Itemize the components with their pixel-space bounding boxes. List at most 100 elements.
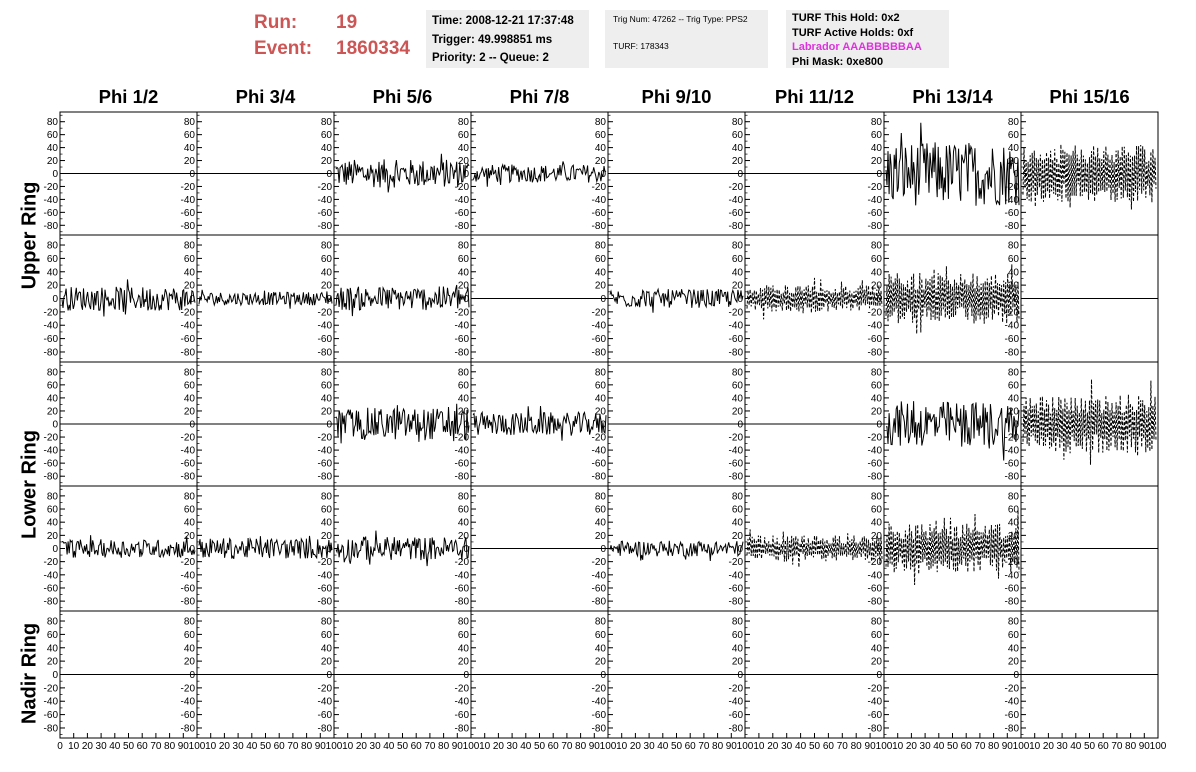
y-tick-label: 80 bbox=[871, 117, 883, 128]
y-tick-label: -60 bbox=[44, 208, 59, 219]
y-tick-label: -60 bbox=[44, 334, 59, 345]
y-tick-label: 40 bbox=[1008, 267, 1020, 278]
phi-header-4: Phi 7/8 bbox=[509, 86, 570, 107]
cell-r4-c2: 80 60 40 20 0 -20 -40 -60 -80 bbox=[181, 485, 335, 612]
y-tick-label: 60 bbox=[184, 380, 196, 391]
y-tick-label: 40 bbox=[47, 518, 59, 529]
y-tick-label: 80 bbox=[1008, 117, 1020, 128]
y-tick-label: 60 bbox=[458, 630, 470, 641]
y-tick-label: 40 bbox=[595, 267, 607, 278]
x-tick-label: 90 bbox=[589, 741, 601, 752]
y-tick-label: 20 bbox=[1008, 406, 1020, 417]
y-tick-label: 40 bbox=[458, 143, 470, 154]
cell-r4-c6: 80 60 40 20 0 -20 -40 -60 -80 bbox=[729, 485, 885, 612]
x-tick-label: 20 bbox=[219, 741, 231, 752]
y-tick-label: 20 bbox=[184, 281, 196, 292]
y-tick-label: 60 bbox=[871, 380, 883, 391]
y-tick-label: -80 bbox=[455, 472, 470, 483]
y-tick-label: 0 bbox=[189, 169, 195, 180]
x-tick-label: 70 bbox=[561, 741, 573, 752]
y-tick-label: -20 bbox=[44, 182, 59, 193]
y-tick-label: -80 bbox=[868, 221, 883, 232]
y-tick-label: -60 bbox=[1005, 583, 1020, 594]
y-tick-label: -80 bbox=[729, 472, 744, 483]
y-tick-label: -20 bbox=[181, 557, 196, 568]
y-tick-label: -80 bbox=[44, 723, 59, 734]
x-tick-label: 80 bbox=[851, 741, 863, 752]
y-tick-label: -40 bbox=[455, 697, 470, 708]
labrador-text: Labrador AAABBBBBAA bbox=[792, 41, 922, 53]
cell-r4-c3: 80 60 40 20 0 -20 -40 -60 -80 bbox=[318, 485, 472, 612]
y-tick-label: 0 bbox=[326, 670, 332, 681]
x-tick-label: 30 bbox=[96, 741, 108, 752]
y-tick-label: 40 bbox=[595, 518, 607, 529]
y-tick-label: -40 bbox=[318, 570, 333, 581]
y-tick-label: -20 bbox=[1005, 182, 1020, 193]
x-tick-label: 50 bbox=[397, 741, 409, 752]
y-tick-label: 60 bbox=[321, 505, 333, 516]
y-tick-label: 80 bbox=[1008, 241, 1020, 252]
y-tick-label: 20 bbox=[184, 657, 196, 668]
y-tick-label: -40 bbox=[44, 446, 59, 457]
y-tick-label: 40 bbox=[184, 518, 196, 529]
y-tick-label: 40 bbox=[732, 267, 744, 278]
y-tick-label: 40 bbox=[321, 143, 333, 154]
y-tick-label: -60 bbox=[181, 334, 196, 345]
y-tick-label: 80 bbox=[321, 367, 333, 378]
y-tick-label: -60 bbox=[181, 459, 196, 470]
x-tick-label: 20 bbox=[906, 741, 918, 752]
x-tick-label: 10 bbox=[616, 741, 628, 752]
y-tick-label: 40 bbox=[732, 518, 744, 529]
y-tick-label: -80 bbox=[868, 723, 883, 734]
y-tick-label: -20 bbox=[729, 307, 744, 318]
phi-header-8: Phi 15/16 bbox=[1049, 86, 1130, 107]
waveform-line bbox=[335, 284, 470, 317]
x-tick-label: 100 bbox=[876, 741, 893, 752]
y-tick-label: 20 bbox=[732, 406, 744, 417]
x-tick-label: 70 bbox=[287, 741, 299, 752]
y-tick-label: 80 bbox=[47, 491, 59, 502]
x-tick-label: 40 bbox=[657, 741, 669, 752]
y-tick-label: 20 bbox=[458, 281, 470, 292]
y-tick-label: 0 bbox=[189, 670, 195, 681]
y-tick-label: -80 bbox=[592, 347, 607, 358]
y-tick-label: 20 bbox=[871, 531, 883, 542]
y-tick-label: 20 bbox=[47, 156, 59, 167]
y-tick-label: 0 bbox=[876, 169, 882, 180]
y-tick-label: 60 bbox=[321, 380, 333, 391]
x-tick-label: 80 bbox=[575, 741, 587, 752]
phi-header-3: Phi 5/6 bbox=[372, 86, 433, 107]
cell-r2-c1: 80 60 40 20 0 -20 -40 -60 -80 bbox=[44, 234, 198, 363]
y-tick-label: -40 bbox=[868, 570, 883, 581]
y-tick-label: -20 bbox=[181, 683, 196, 694]
trig-panel: Trig Num: 47262 -- Trig Type: PPS2 TURF:… bbox=[605, 10, 768, 68]
y-tick-label: 80 bbox=[321, 617, 333, 628]
cell-r2-c7: 80 60 40 20 0 -20 -40 -60 -80 bbox=[868, 234, 1022, 363]
y-tick-label: -80 bbox=[729, 221, 744, 232]
cell-r1-c7: 80 60 40 20 0 -20 -40 -60 -80 bbox=[868, 111, 1022, 236]
waveform-line bbox=[886, 401, 1020, 461]
y-tick-label: 20 bbox=[458, 531, 470, 542]
cell-r3-c1: 80 60 40 20 0 -20 -40 -60 -80 bbox=[44, 361, 198, 487]
run-value: 19 bbox=[336, 12, 358, 33]
y-tick-label: -20 bbox=[44, 433, 59, 444]
y-tick-label: -20 bbox=[318, 683, 333, 694]
y-tick-label: 40 bbox=[47, 143, 59, 154]
y-tick-label: -80 bbox=[1005, 597, 1020, 608]
y-tick-label: 40 bbox=[321, 518, 333, 529]
y-tick-label: 0 bbox=[1013, 294, 1019, 305]
y-tick-label: -60 bbox=[592, 710, 607, 721]
x-tick-label: 100 bbox=[326, 741, 343, 752]
x-tick-label: 50 bbox=[809, 741, 821, 752]
y-tick-label: 80 bbox=[321, 491, 333, 502]
y-tick-label: 40 bbox=[321, 393, 333, 404]
y-tick-label: 0 bbox=[1013, 544, 1019, 555]
y-tick-label: 20 bbox=[1008, 156, 1020, 167]
y-tick-label: 40 bbox=[321, 643, 333, 654]
y-tick-label: 20 bbox=[321, 156, 333, 167]
y-tick-label: -60 bbox=[181, 710, 196, 721]
y-tick-label: -40 bbox=[44, 321, 59, 332]
y-tick-label: -20 bbox=[729, 433, 744, 444]
y-tick-label: 20 bbox=[595, 657, 607, 668]
y-tick-label: -80 bbox=[455, 597, 470, 608]
